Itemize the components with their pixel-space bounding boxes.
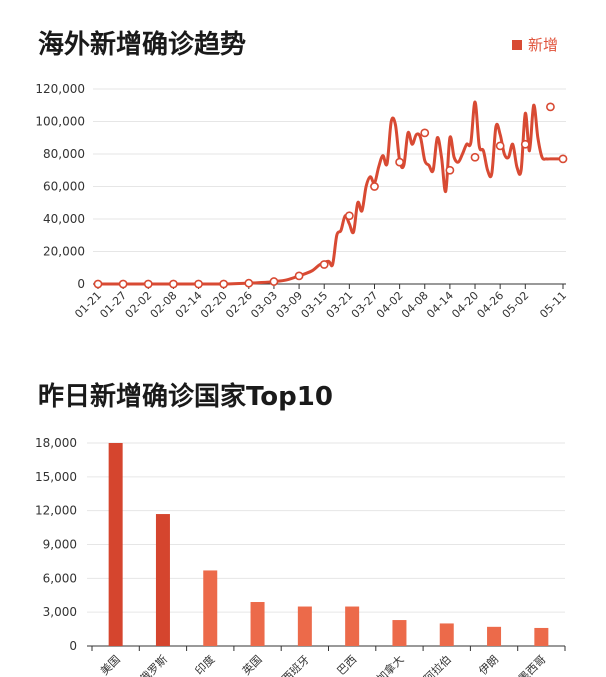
data-point-marker	[169, 279, 178, 289]
y-tick-label: 20,000	[43, 245, 85, 259]
x-tick-label: 西班牙	[279, 653, 312, 677]
y-tick-label: 60,000	[43, 180, 85, 194]
legend-label: 新增	[527, 36, 558, 54]
data-point-marker	[344, 211, 354, 221]
y-tick-label: 15,000	[35, 470, 77, 484]
data-point-marker	[143, 279, 153, 289]
line-chart-title: 海外新增确诊趋势	[38, 30, 247, 60]
data-point-marker	[244, 278, 254, 288]
x-tick-label: 02-14	[173, 289, 205, 321]
x-tick-label: 04-14	[424, 289, 456, 321]
line-chart-panel: 海外新增确诊趋势 新增 0 20,000 40,000 60,000 80,000 100…	[35, 30, 569, 321]
y-tick-label: 3,000	[43, 605, 77, 619]
bar-阿拉伯	[439, 623, 454, 646]
y-tick-label: 80,000	[43, 147, 85, 161]
x-tick-label: 02-08	[148, 289, 180, 321]
x-tick-label: 05-02	[500, 289, 532, 321]
x-tick-label: 伊朗	[476, 653, 501, 677]
x-tick-label: 02-20	[198, 289, 230, 321]
y-tick-label: 40,000	[43, 212, 85, 226]
data-point-marker	[445, 165, 455, 175]
x-tick-label: 印度	[192, 652, 217, 677]
x-tick-label: 03-09	[273, 289, 305, 321]
data-point-marker	[370, 182, 379, 191]
y-tick-label: 0	[77, 277, 85, 291]
bar-英国	[250, 602, 265, 646]
x-tick-label: 04-20	[449, 289, 481, 321]
data-point-marker	[294, 271, 304, 281]
x-tick-label: 02-26	[223, 289, 255, 321]
y-tick-label: 12,000	[35, 504, 77, 518]
bar-chart-panel: 昨日新增确诊国家Top10 0 3,000 6,000 9,000 12,000 15,0…	[0, 360, 606, 677]
x-tick-label: 03-03	[248, 289, 280, 321]
line-chart-legend[interactable]: 新增	[511, 34, 558, 55]
data-point-marker	[520, 139, 530, 149]
x-tick-label: 俄罗斯	[138, 653, 171, 677]
x-tick-label: 03-21	[324, 289, 356, 321]
data-point-marker	[495, 141, 505, 151]
y-tick-label: 0	[69, 639, 77, 653]
data-point-marker	[420, 128, 430, 138]
bar-加拿大	[392, 620, 407, 646]
legend-swatch	[511, 39, 522, 50]
bar-俄罗斯	[155, 514, 170, 646]
x-tick-label: 巴西	[335, 653, 360, 677]
data-point-marker	[194, 279, 203, 289]
bar-美国	[108, 443, 123, 646]
bar-chart-svg: 0 3,000 6,000 9,000 12,000 15,000 18,000 美国 俄罗斯印…	[35, 436, 566, 677]
x-tick-label: 01-27	[97, 289, 129, 321]
y-tick-label: 100,000	[35, 115, 85, 129]
y-tick-label: 18,000	[35, 436, 77, 450]
bar-chart-title: 昨日新增确诊国家Top10	[38, 382, 333, 412]
x-tick-label: 04-26	[474, 289, 506, 321]
data-point-marker	[319, 260, 329, 269]
x-tick-label: 04-08	[399, 289, 431, 321]
bar-巴西	[345, 606, 360, 646]
x-tick-label: 加拿大	[373, 652, 406, 677]
data-point-marker	[395, 157, 405, 167]
data-point-marker	[269, 277, 279, 286]
data-point-marker	[470, 152, 480, 162]
x-tick-label: 05-11	[537, 289, 569, 321]
bar-墨西哥	[534, 627, 549, 646]
x-tick-label: 墨西哥	[516, 653, 549, 677]
y-tick-label: 6,000	[43, 571, 77, 585]
data-point-marker	[546, 102, 555, 112]
x-tick-label: 03-27	[349, 289, 381, 321]
data-point-marker	[558, 154, 568, 164]
data-point-marker	[118, 279, 128, 289]
x-tick-label: 04-02	[374, 289, 406, 321]
y-tick-label: 9,000	[43, 538, 77, 552]
x-tick-label: 美国	[98, 653, 123, 677]
x-tick-label: 03-15	[299, 289, 331, 321]
x-tick-label: 02-02	[123, 289, 155, 321]
bar-印度	[203, 570, 218, 646]
series-line-新增	[98, 100, 563, 286]
x-tick-label: 英国	[239, 652, 264, 677]
data-point-marker	[93, 279, 103, 289]
x-tick-label: 阿拉伯	[421, 652, 454, 677]
data-point-marker	[219, 279, 229, 289]
x-tick-label: 01-21	[72, 289, 104, 321]
bar-西班牙	[297, 606, 312, 646]
bar-伊朗	[487, 626, 502, 646]
y-tick-label: 120,000	[35, 82, 85, 96]
line-chart-svg: 0 20,000 40,000 60,000 80,000 100,000 120,000 0…	[35, 82, 569, 321]
